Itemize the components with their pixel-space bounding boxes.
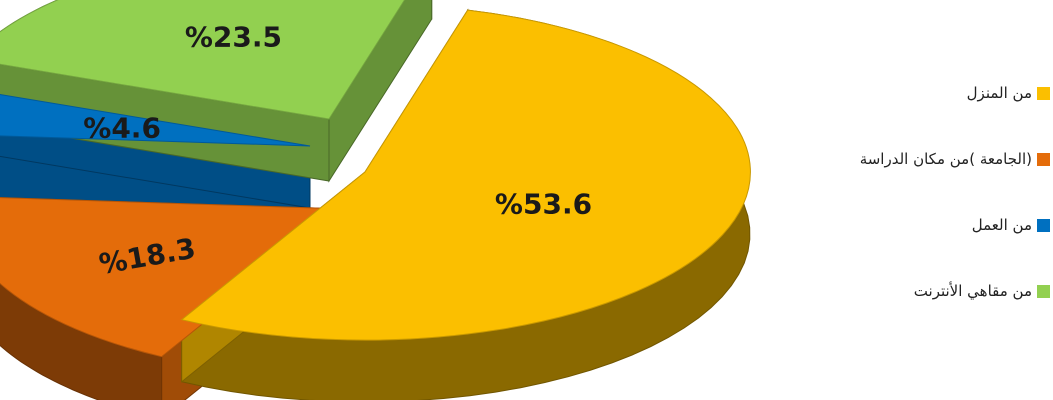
legend-label-university: (الجامعة )من مكان الدراسة xyxy=(859,150,1032,168)
legend-swatch-internet-cafe xyxy=(1037,284,1050,298)
legend-item-home: من المنزل xyxy=(770,78,1050,108)
legend-swatch-work xyxy=(1037,218,1050,232)
data-label-home: %53.6 xyxy=(495,187,592,220)
legend-item-work: من العمل xyxy=(770,210,1050,240)
slice-work xyxy=(0,93,311,147)
slice-internet-cafe xyxy=(0,0,406,120)
slice-home xyxy=(180,9,751,341)
slice-university xyxy=(0,197,347,358)
legend-item-university: (الجامعة )من مكان الدراسة xyxy=(770,144,1050,174)
legend-label-internet-cafe: من مقاهي الأنترنت xyxy=(913,282,1032,300)
data-label-work: %4.6 xyxy=(83,112,161,145)
legend-label-home: من المنزل xyxy=(966,84,1032,102)
legend-item-internet-cafe: من مقاهي الأنترنت xyxy=(770,276,1050,306)
legend: من المنزل (الجامعة )من مكان الدراسة من ا… xyxy=(770,78,1050,342)
legend-label-work: من العمل xyxy=(971,216,1032,234)
legend-swatch-home xyxy=(1037,86,1050,100)
data-label-internet-cafe: %23.5 xyxy=(185,21,282,54)
legend-swatch-university xyxy=(1037,152,1050,166)
